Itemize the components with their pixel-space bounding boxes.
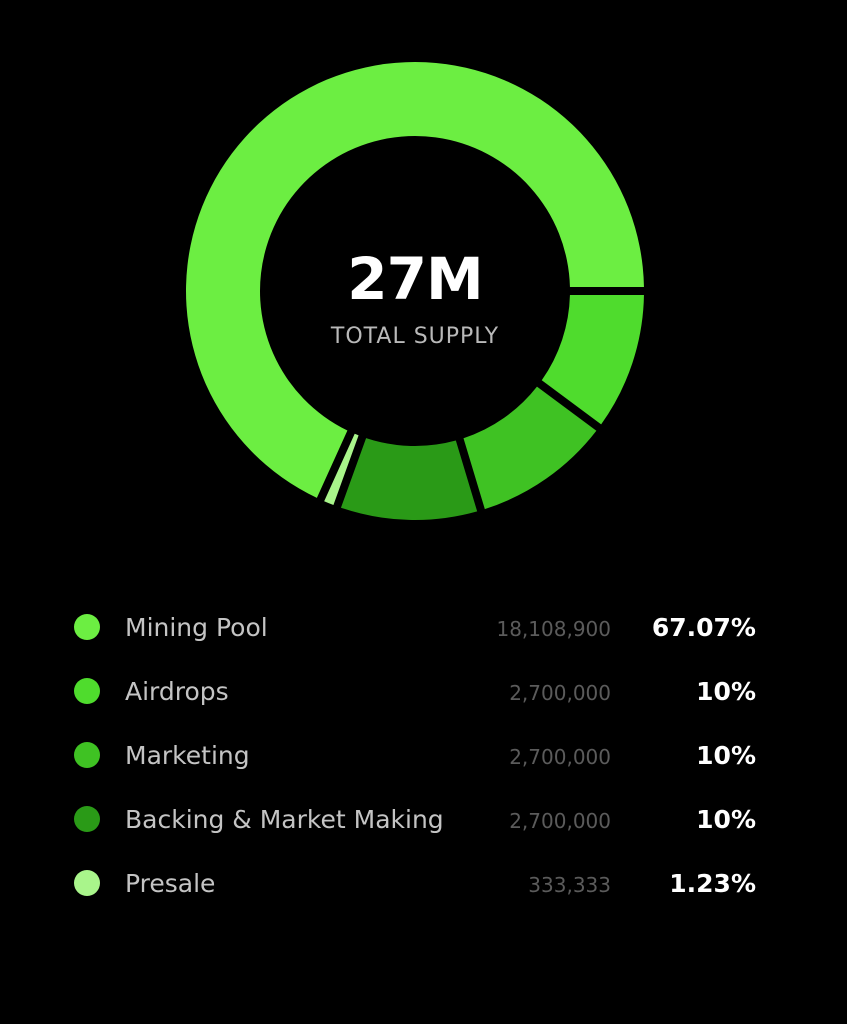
legend-dot-backing-market-making	[74, 806, 100, 832]
legend-percent-presale: 1.23%	[669, 868, 756, 900]
total-supply-value: 27M	[0, 250, 830, 308]
legend-amount-marketing: 2,700,000	[509, 743, 611, 771]
legend-percent-backing-market-making: 10%	[696, 804, 756, 836]
legend: Mining Pool 18,108,900 67.07% Airdrops 2…	[74, 596, 764, 916]
legend-amount-mining-pool: 18,108,900	[496, 615, 611, 643]
legend-dot-mining-pool	[74, 614, 100, 640]
legend-dot-marketing	[74, 742, 100, 768]
legend-row-backing-market-making: Backing & Market Making 2,700,000 10%	[74, 788, 764, 852]
legend-label-airdrops: Airdrops	[125, 676, 229, 708]
legend-row-airdrops: Airdrops 2,700,000 10%	[74, 660, 764, 724]
legend-amount-airdrops: 2,700,000	[509, 679, 611, 707]
legend-row-presale: Presale 333,333 1.23%	[74, 852, 764, 916]
legend-row-marketing: Marketing 2,700,000 10%	[74, 724, 764, 788]
legend-label-presale: Presale	[125, 868, 215, 900]
legend-percent-mining-pool: 67.07%	[652, 612, 756, 644]
legend-dot-presale	[74, 870, 100, 896]
legend-amount-backing-market-making: 2,700,000	[509, 807, 611, 835]
legend-dot-airdrops	[74, 678, 100, 704]
legend-label-marketing: Marketing	[125, 740, 250, 772]
legend-amount-presale: 333,333	[528, 871, 611, 899]
donut-slice-backing-market-making	[341, 438, 477, 520]
legend-label-backing-market-making: Backing & Market Making	[125, 804, 444, 836]
total-supply-label: TOTAL SUPPLY	[0, 326, 830, 348]
legend-percent-airdrops: 10%	[696, 676, 756, 708]
legend-label-mining-pool: Mining Pool	[125, 612, 268, 644]
legend-percent-marketing: 10%	[696, 740, 756, 772]
legend-row-mining-pool: Mining Pool 18,108,900 67.07%	[74, 596, 764, 660]
